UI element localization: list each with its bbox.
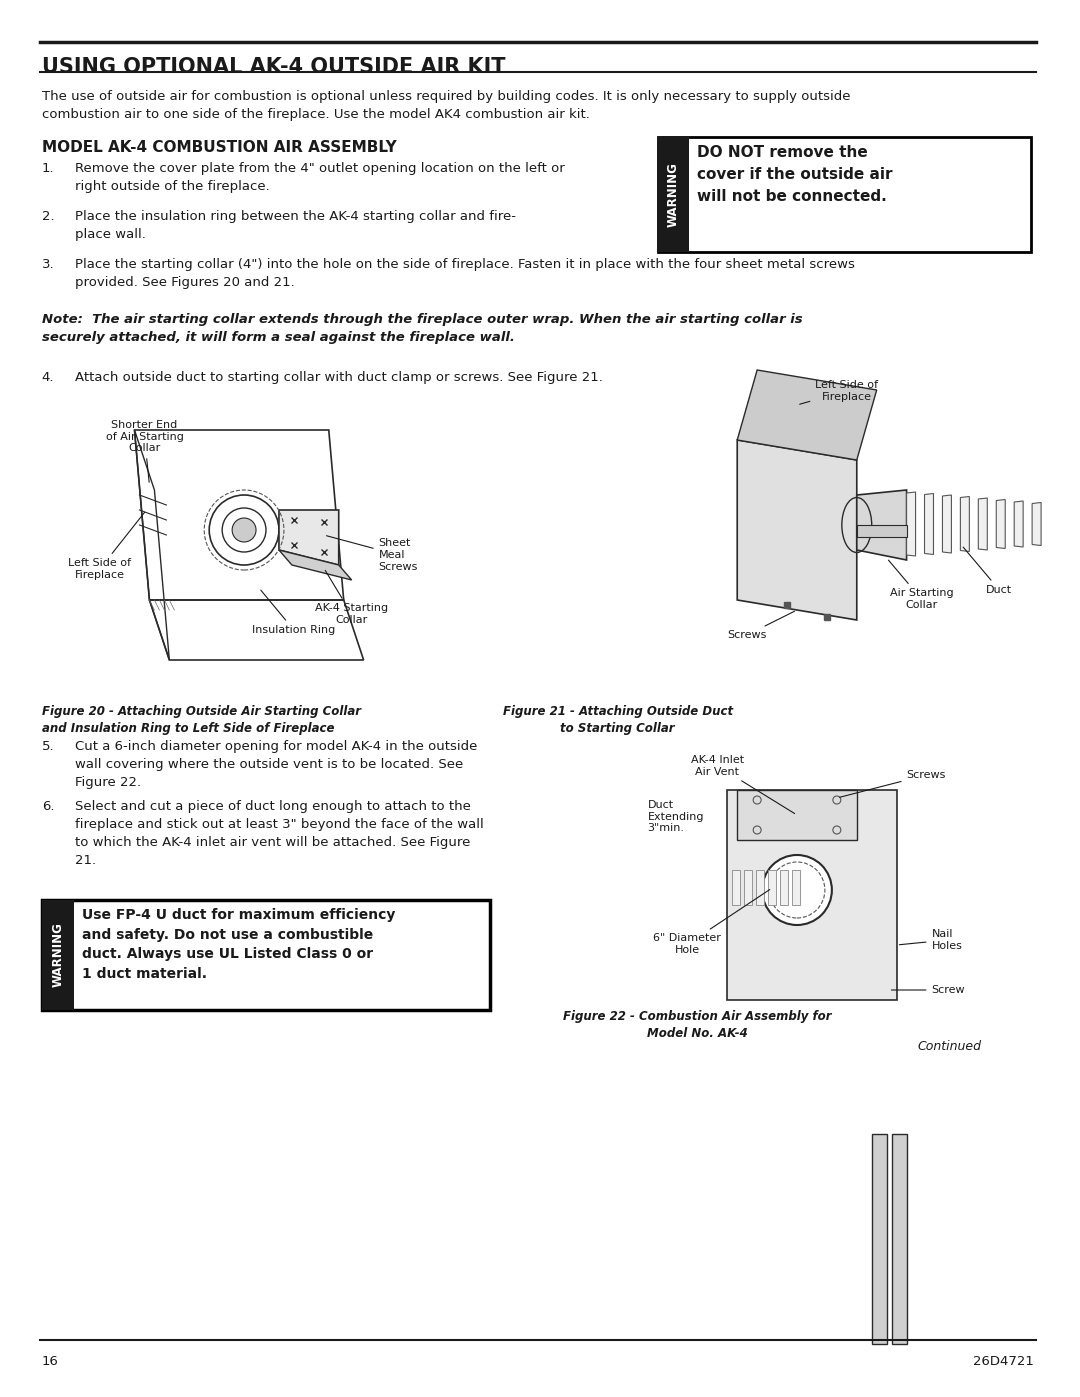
Polygon shape bbox=[780, 870, 788, 905]
Text: Figure 20 - Attaching Outside Air Starting Collar
and Insulation Ring to Left Si: Figure 20 - Attaching Outside Air Starti… bbox=[42, 705, 361, 735]
Polygon shape bbox=[738, 370, 877, 460]
Text: 1.: 1. bbox=[42, 162, 54, 175]
Text: 26D4721: 26D4721 bbox=[973, 1355, 1035, 1368]
Polygon shape bbox=[1014, 502, 1023, 548]
Polygon shape bbox=[978, 497, 987, 550]
Polygon shape bbox=[727, 789, 896, 1000]
Polygon shape bbox=[906, 492, 916, 556]
Text: 6" Diameter
Hole: 6" Diameter Hole bbox=[653, 890, 770, 956]
Text: 16: 16 bbox=[42, 1355, 58, 1368]
Bar bbox=[856, 525, 906, 536]
Bar bbox=[872, 1134, 887, 1344]
Text: 6.: 6. bbox=[42, 800, 54, 813]
Polygon shape bbox=[1032, 503, 1041, 545]
Text: Place the insulation ring between the AK-4 starting collar and fire-
place wall.: Place the insulation ring between the AK… bbox=[75, 210, 516, 242]
Text: Screws: Screws bbox=[839, 770, 946, 798]
Polygon shape bbox=[856, 490, 906, 560]
Polygon shape bbox=[960, 496, 970, 552]
Polygon shape bbox=[756, 870, 765, 905]
Polygon shape bbox=[279, 550, 352, 580]
Text: Left Side of
Fireplace: Left Side of Fireplace bbox=[68, 513, 145, 580]
Bar bbox=[42, 900, 73, 1010]
Text: Screw: Screw bbox=[891, 985, 966, 995]
Text: Duct
Extending
3"min.: Duct Extending 3"min. bbox=[648, 800, 704, 833]
Polygon shape bbox=[279, 510, 339, 564]
Text: AK-4 Starting
Collar: AK-4 Starting Collar bbox=[315, 570, 388, 624]
Bar bbox=[658, 137, 689, 251]
Text: Insulation Ring: Insulation Ring bbox=[253, 590, 336, 636]
Text: The use of outside air for combustion is optional unless required by building co: The use of outside air for combustion is… bbox=[42, 89, 850, 122]
Text: Place the starting collar (4") into the hole on the side of fireplace. Fasten it: Place the starting collar (4") into the … bbox=[75, 258, 854, 289]
Polygon shape bbox=[792, 870, 800, 905]
Text: 3.: 3. bbox=[42, 258, 54, 271]
Text: WARNING: WARNING bbox=[51, 922, 65, 988]
Text: Select and cut a piece of duct long enough to attach to the
fireplace and stick : Select and cut a piece of duct long enou… bbox=[75, 800, 484, 868]
Text: USING OPTIONAL AK-4 OUTSIDE AIR KIT: USING OPTIONAL AK-4 OUTSIDE AIR KIT bbox=[42, 57, 505, 77]
Circle shape bbox=[762, 855, 832, 925]
Text: Attach outside duct to starting collar with duct clamp or screws. See Figure 21.: Attach outside duct to starting collar w… bbox=[75, 372, 603, 384]
Circle shape bbox=[232, 518, 256, 542]
Text: Figure 21 - Attaching Outside Duct
to Starting Collar: Figure 21 - Attaching Outside Duct to St… bbox=[502, 705, 732, 735]
Text: Sheet
Meal
Screws: Sheet Meal Screws bbox=[326, 535, 418, 571]
Polygon shape bbox=[924, 493, 933, 555]
Text: Screws: Screws bbox=[727, 612, 795, 640]
Polygon shape bbox=[738, 440, 856, 620]
Text: Continued: Continued bbox=[917, 1039, 982, 1053]
Text: DO NOT remove the
cover if the outside air
will not be connected.: DO NOT remove the cover if the outside a… bbox=[698, 145, 893, 204]
Text: Use FP-4 U duct for maximum efficiency
and safety. Do not use a combustible
duct: Use FP-4 U duct for maximum efficiency a… bbox=[82, 908, 395, 981]
Text: 5.: 5. bbox=[42, 740, 54, 753]
Text: 2.: 2. bbox=[42, 210, 54, 224]
Text: Nail
Holes: Nail Holes bbox=[900, 929, 962, 951]
Text: Note:  The air starting collar extends through the fireplace outer wrap. When th: Note: The air starting collar extends th… bbox=[42, 313, 802, 344]
Polygon shape bbox=[943, 495, 951, 553]
Text: Shorter End
of Air Starting
Collar: Shorter End of Air Starting Collar bbox=[106, 420, 184, 482]
Polygon shape bbox=[732, 870, 740, 905]
Polygon shape bbox=[996, 500, 1005, 549]
Text: 4.: 4. bbox=[42, 372, 54, 384]
Text: WARNING: WARNING bbox=[667, 162, 680, 226]
Bar bbox=[658, 137, 1031, 251]
Text: MODEL AK-4 COMBUSTION AIR ASSEMBLY: MODEL AK-4 COMBUSTION AIR ASSEMBLY bbox=[42, 140, 396, 155]
Polygon shape bbox=[768, 870, 777, 905]
Bar bbox=[42, 900, 490, 1010]
Polygon shape bbox=[738, 789, 856, 840]
Text: Air Starting
Collar: Air Starting Collar bbox=[889, 560, 954, 610]
Text: AK-4 Inlet
Air Vent: AK-4 Inlet Air Vent bbox=[691, 754, 795, 813]
Text: Remove the cover plate from the 4" outlet opening location on the left or
right : Remove the cover plate from the 4" outle… bbox=[75, 162, 565, 193]
Bar bbox=[892, 1134, 906, 1344]
Text: Left Side of
Fireplace: Left Side of Fireplace bbox=[799, 380, 878, 404]
Text: Cut a 6-inch diameter opening for model AK-4 in the outside
wall covering where : Cut a 6-inch diameter opening for model … bbox=[75, 740, 477, 789]
Text: Figure 22 - Combustion Air Assembly for
Model No. AK-4: Figure 22 - Combustion Air Assembly for … bbox=[563, 1010, 832, 1039]
Text: Duct: Duct bbox=[963, 548, 1012, 595]
Polygon shape bbox=[744, 870, 752, 905]
